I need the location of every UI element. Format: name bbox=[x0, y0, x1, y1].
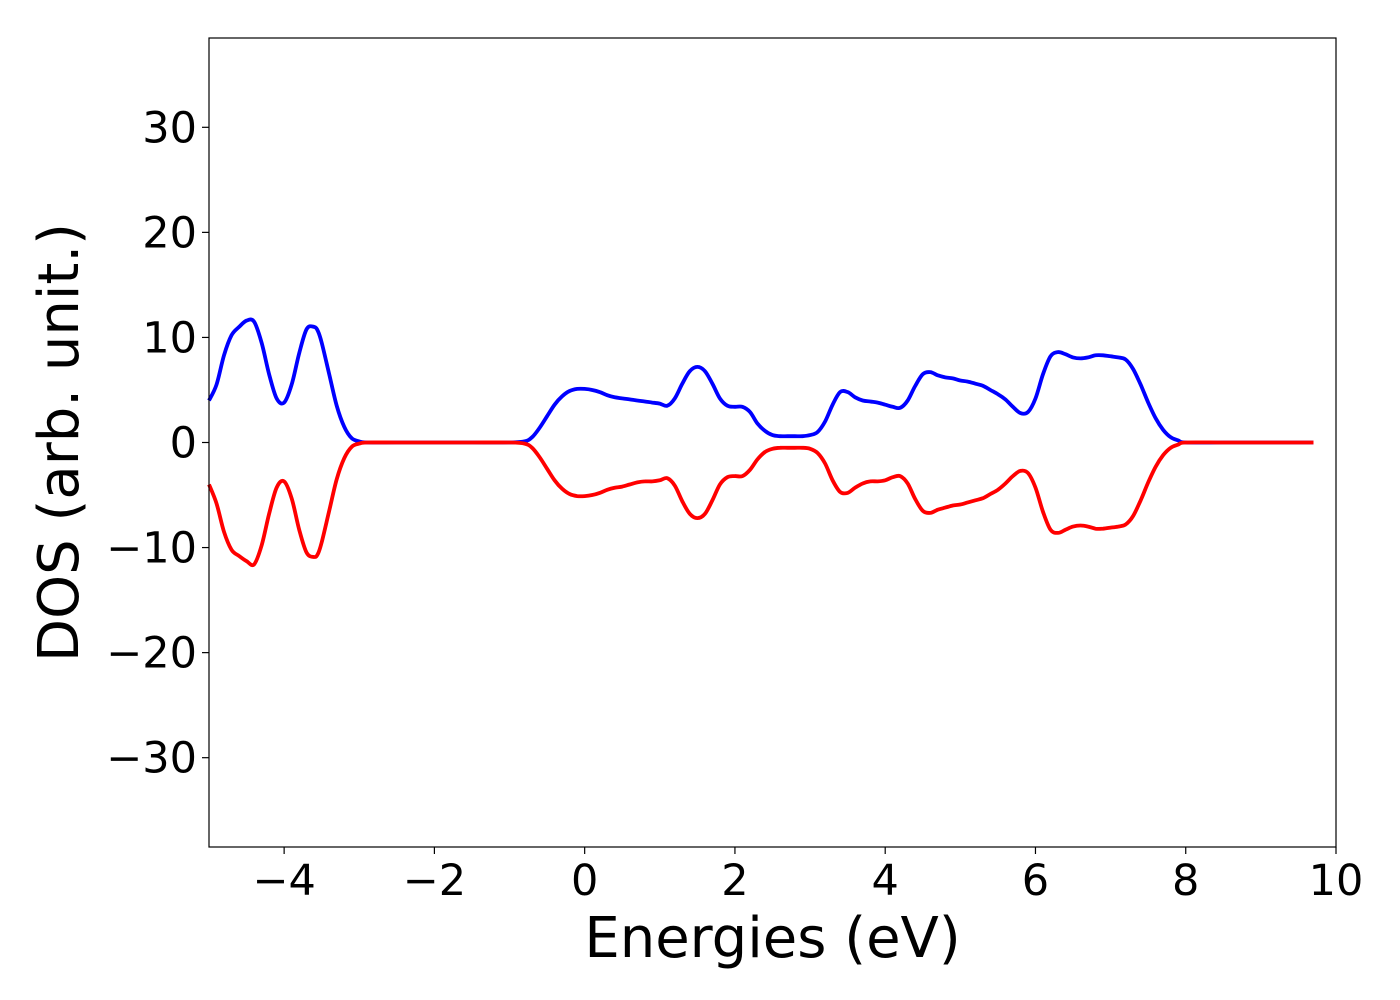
x-tick-label: 2 bbox=[721, 856, 748, 906]
x-tick-label: 8 bbox=[1172, 856, 1199, 906]
y-tick-label: −30 bbox=[106, 734, 197, 784]
x-tick-label: 6 bbox=[1022, 856, 1049, 906]
x-tick-label: 0 bbox=[571, 856, 598, 906]
y-axis-label: DOS (arb. unit.) bbox=[27, 223, 92, 662]
x-tick-label: −4 bbox=[252, 856, 315, 906]
y-axis-ticks: −30 −20 −10 0 10 20 30 bbox=[106, 103, 209, 784]
y-tick-label: 30 bbox=[142, 103, 197, 153]
series-line-1 bbox=[207, 440, 1314, 568]
series-group bbox=[207, 317, 1314, 568]
y-tick-label: −10 bbox=[106, 524, 197, 574]
y-tick-label: 10 bbox=[142, 313, 197, 363]
x-axis-label: Energies (eV) bbox=[584, 906, 960, 971]
y-tick-label: −20 bbox=[106, 629, 197, 679]
x-tick-label: 4 bbox=[872, 856, 899, 906]
y-tick-label: 0 bbox=[170, 419, 197, 469]
series-line-0 bbox=[207, 317, 1314, 445]
x-axis-ticks: −4 −2 0 2 4 6 8 10 bbox=[252, 847, 1363, 906]
x-tick-label: −2 bbox=[403, 856, 466, 906]
y-tick-label: 20 bbox=[142, 208, 197, 258]
plot-frame bbox=[208, 37, 1337, 848]
x-tick-label: 10 bbox=[1309, 856, 1364, 906]
